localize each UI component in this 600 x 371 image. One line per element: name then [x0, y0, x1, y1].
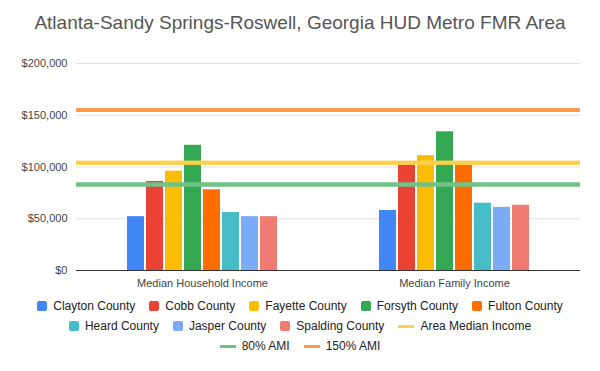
html-text:Fayette County: Fayette County — [265, 299, 347, 313]
html-text:Jasper County: Jasper County — [188, 319, 267, 333]
svg-text:$0: $0 — [55, 264, 67, 276]
svg-text:Median Family Income: Median Family Income — [399, 277, 510, 289]
html-text:Clayton County: Clayton County — [53, 299, 136, 313]
html-text:Forsyth County: Forsyth County — [376, 299, 459, 313]
html-text:80% AMI: 80% AMI — [241, 339, 290, 353]
html-text:Fulton County: Fulton County — [488, 299, 563, 313]
html-text:Heard County: Heard County — [84, 319, 159, 333]
svg-text:$100,000: $100,000 — [22, 161, 68, 173]
html-text:150% AMI: 150% AMI — [325, 339, 381, 353]
svg-text:$200,000: $200,000 — [22, 57, 68, 69]
svg-text:Median Household Income: Median Household Income — [137, 277, 268, 289]
svg-text:$150,000: $150,000 — [22, 109, 68, 121]
html-text:Spalding County: Spalding County — [296, 319, 385, 333]
html-text:Cobb County: Cobb County — [165, 299, 236, 313]
svg-text:$50,000: $50,000 — [28, 212, 68, 224]
html-text:Area Median Income: Area Median Income — [420, 319, 532, 333]
html-text:Atlanta-Sandy Springs-Roswell,: Atlanta-Sandy Springs-Roswell, Georgia H… — [34, 12, 566, 33]
